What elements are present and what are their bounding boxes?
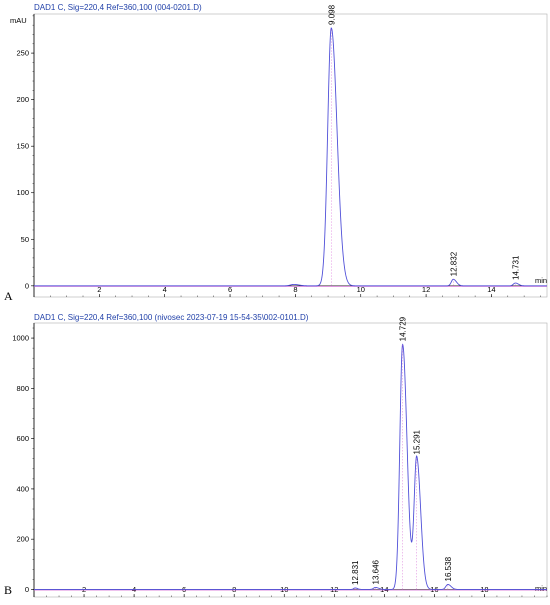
- chromatogram-trace-a: [34, 27, 547, 287]
- y-tick-label-a: 0: [25, 281, 29, 290]
- panel-a-title: DAD1 C, Sig=220,4 Ref=360,100 (004-0201.…: [34, 3, 202, 12]
- y-tick-label-b: 400: [16, 484, 29, 493]
- panel-b-letter: B: [4, 583, 12, 597]
- y-tick-label-a: 100: [16, 188, 29, 197]
- x-tick-label-a: 6: [228, 285, 232, 294]
- y-tick-label-b: 1000: [12, 334, 29, 343]
- x-tick-label-a: 2: [97, 285, 101, 294]
- y-tick-label-b: 600: [16, 434, 29, 443]
- y-tick-label-b: 200: [16, 535, 29, 544]
- peak-label: 16.538: [444, 556, 453, 581]
- x-tick-label-a: 12: [422, 285, 430, 294]
- x-tick-label-a: 4: [163, 285, 167, 294]
- panel-a-y-unit: mAU: [10, 16, 27, 25]
- panel-b-x-unit: min: [535, 584, 547, 593]
- chromatogram-panel-b: DAD1 C, Sig=220,4 Ref=360,100 (nivosec 2…: [4, 313, 548, 598]
- chromatogram-trace-b: [34, 343, 547, 590]
- x-tick-label-a: 14: [487, 285, 495, 294]
- peak-label: 14.731: [511, 255, 520, 280]
- y-tick-label-b: 0: [25, 585, 29, 594]
- plot-frame-b: [33, 322, 548, 598]
- y-tick-label-a: 150: [16, 142, 29, 151]
- peak-label: 14.729: [399, 316, 408, 341]
- peak-label: 15.291: [413, 429, 422, 454]
- y-tick-label-b: 800: [16, 384, 29, 393]
- chromatogram-panel-a: DAD1 C, Sig=220,4 Ref=360,100 (004-0201.…: [4, 3, 548, 303]
- plot-frame-a: [33, 13, 548, 298]
- x-tick-label-a: 10: [357, 285, 365, 294]
- peak-label: 13.646: [371, 559, 380, 584]
- y-tick-label-a: 250: [16, 49, 29, 58]
- panel-a-x-unit: min: [535, 276, 547, 285]
- y-tick-label-a: 50: [21, 235, 29, 244]
- x-tick-label-a: 8: [293, 285, 297, 294]
- peak-label: 9.098: [327, 4, 336, 25]
- peak-label: 12.831: [351, 560, 360, 585]
- panel-a-letter: A: [4, 289, 13, 303]
- panel-b-title: DAD1 C, Sig=220,4 Ref=360,100 (nivosec 2…: [34, 313, 309, 322]
- y-tick-label-a: 200: [16, 95, 29, 104]
- peak-label: 12.832: [449, 251, 458, 276]
